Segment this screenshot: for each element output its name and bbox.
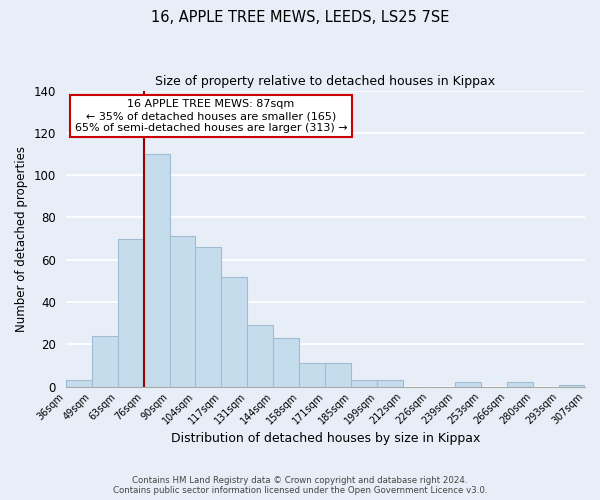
Bar <box>299 364 325 386</box>
Bar <box>559 384 585 386</box>
Bar <box>325 364 351 386</box>
Y-axis label: Number of detached properties: Number of detached properties <box>15 146 28 332</box>
Text: 16, APPLE TREE MEWS, LEEDS, LS25 7SE: 16, APPLE TREE MEWS, LEEDS, LS25 7SE <box>151 10 449 25</box>
Bar <box>143 154 170 386</box>
Bar <box>92 336 118 386</box>
Bar <box>247 326 274 386</box>
Bar <box>221 276 247 386</box>
X-axis label: Distribution of detached houses by size in Kippax: Distribution of detached houses by size … <box>170 432 480 445</box>
Bar <box>170 236 196 386</box>
Bar <box>65 380 92 386</box>
Bar <box>455 382 481 386</box>
Bar <box>507 382 533 386</box>
Bar <box>118 238 143 386</box>
Title: Size of property relative to detached houses in Kippax: Size of property relative to detached ho… <box>155 75 496 88</box>
Text: 16 APPLE TREE MEWS: 87sqm
← 35% of detached houses are smaller (165)
65% of semi: 16 APPLE TREE MEWS: 87sqm ← 35% of detac… <box>75 100 347 132</box>
Text: Contains HM Land Registry data © Crown copyright and database right 2024.
Contai: Contains HM Land Registry data © Crown c… <box>113 476 487 495</box>
Bar <box>351 380 377 386</box>
Bar <box>196 247 221 386</box>
Bar <box>274 338 299 386</box>
Bar <box>377 380 403 386</box>
